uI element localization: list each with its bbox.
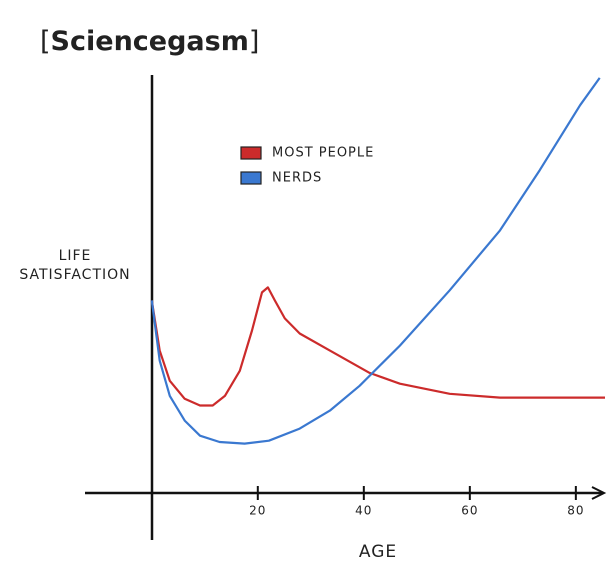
x-tick-label: 20 xyxy=(249,504,266,518)
x-tick-label: 80 xyxy=(567,504,584,518)
legend-label: MOST PEOPLE xyxy=(272,146,374,161)
x-axis-arrow xyxy=(591,486,607,500)
x-tick-label: 60 xyxy=(461,504,478,518)
y-axis-label: SATISFACTION xyxy=(19,267,130,283)
source-name: Sciencegasm xyxy=(51,26,249,57)
bracket: ] xyxy=(249,26,260,57)
legend-swatch xyxy=(240,171,262,185)
y-axis-label: LIFE xyxy=(59,248,92,264)
bracket: [ xyxy=(40,26,51,57)
header: [Sciencegasm] xyxy=(40,26,259,57)
line xyxy=(150,286,605,407)
legend-swatch xyxy=(240,146,262,160)
x-tick-label: 40 xyxy=(355,504,372,518)
legend-label: NERDS xyxy=(272,171,322,186)
x-axis-label: AGE xyxy=(359,542,397,562)
line xyxy=(150,77,601,445)
